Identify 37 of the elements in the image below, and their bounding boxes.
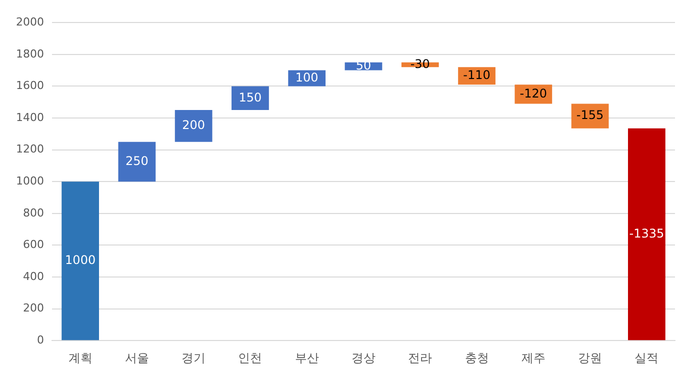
y-tick-label: 200 — [22, 302, 44, 315]
data-label: 200 — [182, 118, 206, 132]
data-label: -1335 — [629, 226, 664, 240]
bar — [118, 142, 156, 182]
y-tick-label: 0 — [36, 333, 44, 346]
y-tick-label: 400 — [22, 270, 44, 283]
bar — [62, 182, 100, 340]
y-tick-label: 600 — [22, 238, 44, 252]
y-tick-label: 1000 — [16, 174, 44, 188]
x-tick-label: 부산 — [294, 350, 319, 365]
bar — [628, 128, 666, 340]
x-tick-label: 인천 — [238, 350, 262, 365]
data-label: -155 — [576, 108, 604, 122]
bar — [232, 86, 269, 110]
x-tick-label: 강원 — [578, 350, 602, 365]
x-tick-label: 계획 — [68, 350, 92, 365]
bar — [571, 104, 609, 128]
x-tick-label: 충청 — [464, 350, 489, 365]
x-tick-label: 전라 — [408, 350, 432, 365]
y-tick-label: 1400 — [16, 110, 44, 124]
y-tick-label: 2000 — [16, 15, 44, 28]
x-tick-label: 서울 — [124, 350, 149, 365]
y-tick-label: 800 — [22, 206, 44, 220]
x-tick-label: 경상 — [351, 350, 376, 365]
y-tick-label: 1600 — [16, 79, 44, 92]
data-label: -110 — [463, 68, 490, 82]
y-tick-label: 1800 — [16, 47, 44, 60]
data-label: 150 — [238, 90, 262, 104]
y-tick-label: 1200 — [16, 142, 44, 156]
data-label: 100 — [295, 70, 318, 84]
data-label: 250 — [125, 154, 148, 168]
data-label: -120 — [520, 86, 548, 100]
x-tick-label: 실적 — [634, 350, 659, 365]
x-tick-label: 경기 — [182, 350, 206, 365]
x-tick-label: 제주 — [521, 350, 546, 365]
bar — [174, 110, 212, 142]
data-label: 1000 — [65, 252, 96, 267]
